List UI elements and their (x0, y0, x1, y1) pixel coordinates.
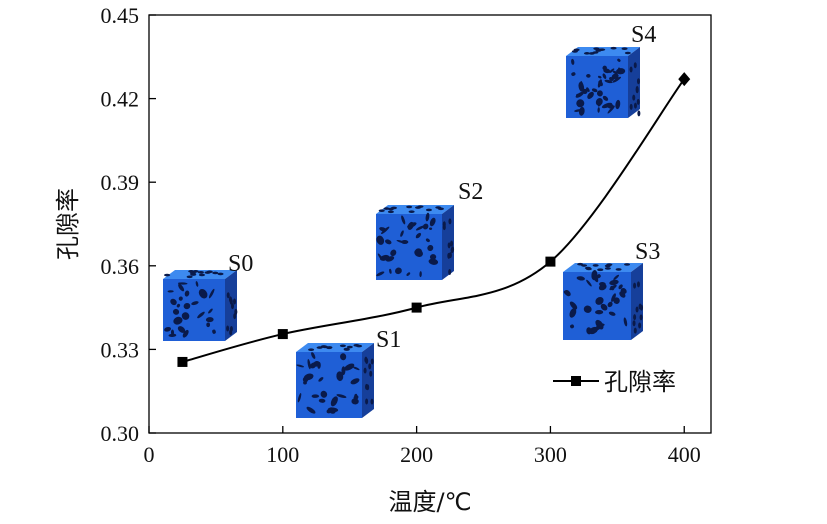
sample-label: S0 (228, 251, 253, 277)
plot-frame (148, 14, 712, 434)
x-tick-label: 400 (668, 442, 701, 467)
sample-label: S4 (631, 22, 656, 48)
sample-cubes (163, 46, 644, 418)
y-tick-label: 0.33 (101, 337, 140, 362)
data-point (177, 356, 188, 367)
data-point (678, 72, 691, 87)
series-markers (177, 72, 691, 367)
sample-cube (563, 262, 644, 340)
axis-ticks: 0 100 200 300 400 0.30 0.33 0.36 0.39 0.42 0.45 (101, 3, 701, 467)
sample-label: S2 (458, 179, 483, 205)
sample-label: S1 (376, 327, 401, 353)
y-tick-label: 0.39 (101, 170, 140, 195)
x-tick-label: 200 (400, 442, 433, 467)
y-tick-label: 0.42 (101, 87, 140, 112)
x-tick-label: 300 (534, 442, 567, 467)
legend-label: 孔隙率 (604, 368, 676, 396)
series-line-porosity (182, 78, 686, 363)
sample-labels: S0 S1 S2 S3 S4 (228, 22, 660, 353)
sample-cube (566, 46, 641, 118)
data-point (545, 256, 556, 267)
y-tick-label: 0.30 (101, 421, 140, 446)
sample-label: S3 (635, 239, 660, 265)
x-tick-label: 0 (144, 442, 155, 467)
data-point (277, 329, 288, 340)
y-tick-label: 0.45 (101, 3, 140, 28)
data-point (411, 302, 422, 313)
sample-cube (376, 205, 455, 280)
legend-marker-sample (571, 376, 581, 386)
x-axis-title: 温度/℃ (388, 488, 471, 516)
sample-cube (296, 343, 374, 418)
y-axis-title: 孔隙率 (54, 188, 82, 260)
y-tick-label: 0.36 (101, 254, 140, 279)
legend: 孔隙率 (553, 368, 676, 396)
sample-cube (163, 270, 238, 341)
x-tick-label: 100 (266, 442, 299, 467)
